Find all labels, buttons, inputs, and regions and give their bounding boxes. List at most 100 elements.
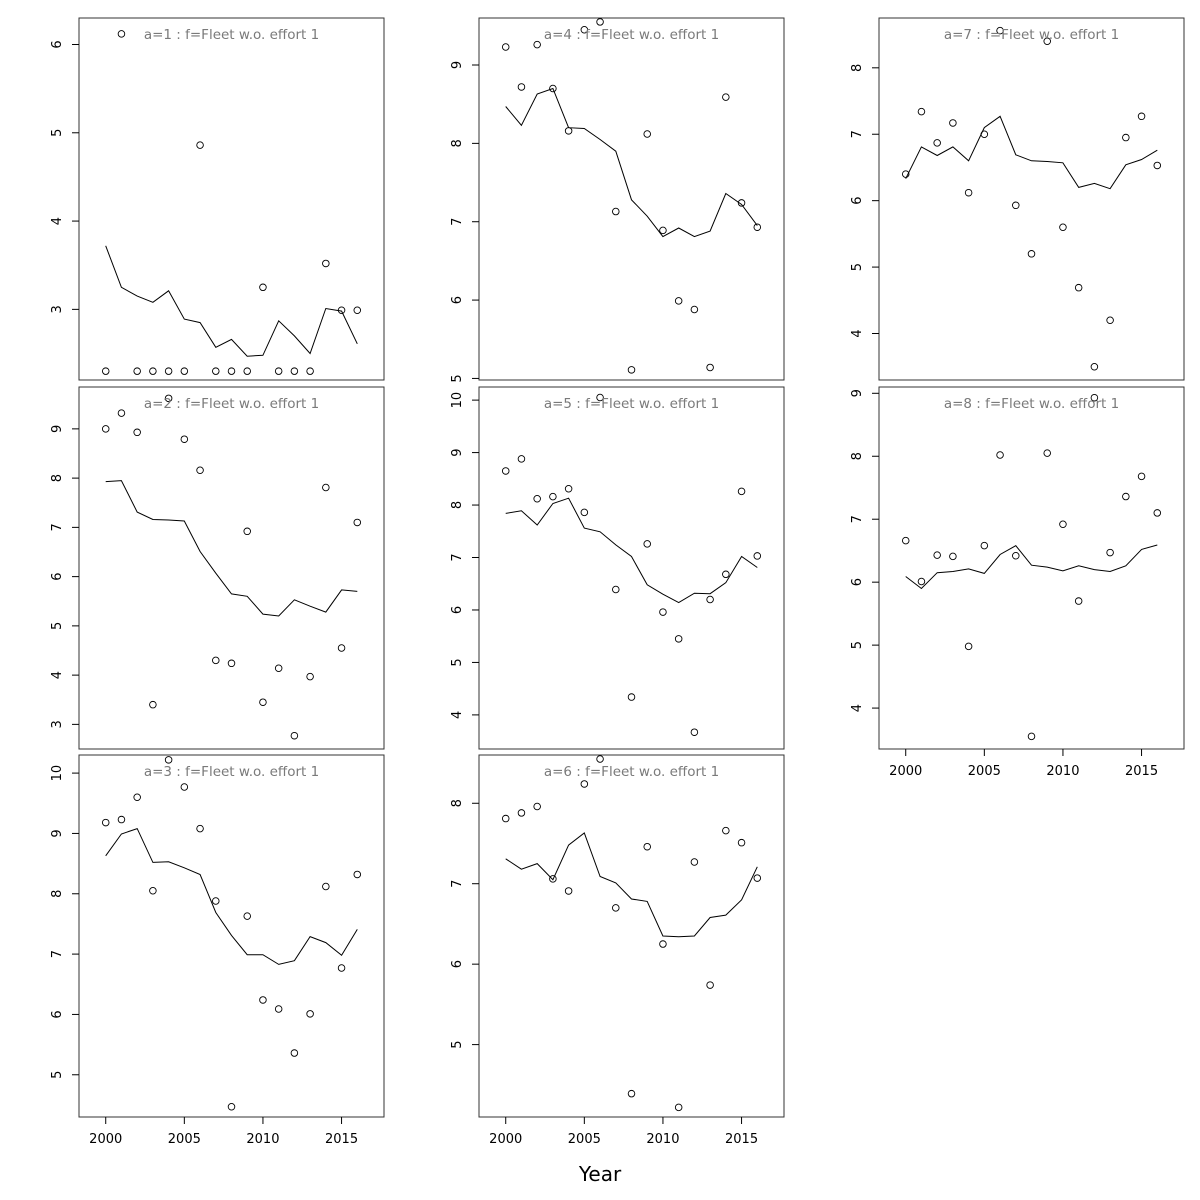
observation-point xyxy=(564,887,573,895)
observation-point xyxy=(353,306,362,314)
y-tick-label: 8 xyxy=(450,799,465,807)
plot-frame xyxy=(78,754,385,1118)
observation-point xyxy=(1153,161,1162,170)
y-tick-label: 9 xyxy=(450,61,465,69)
y-tick-label: 8 xyxy=(450,139,465,147)
observation-point xyxy=(674,297,683,305)
y-tick-label: 5 xyxy=(50,1071,65,1079)
observation-point xyxy=(933,139,941,147)
observation-point xyxy=(306,672,314,681)
observation-point xyxy=(949,552,957,561)
observation-point xyxy=(659,940,667,948)
observation-point xyxy=(133,428,141,437)
observation-point xyxy=(1090,393,1099,402)
panel-a8: 4 5 6 7 8 9 2000 2005 2010 2015 a=8 : f=Fleet w.o.… xyxy=(850,386,1185,779)
y-tick-label: 6 xyxy=(450,960,465,968)
observation-point xyxy=(596,18,604,26)
observation-point xyxy=(259,698,267,706)
x-axis-label: Year xyxy=(578,1162,622,1186)
y-tick-label: 7 xyxy=(50,950,65,958)
panel-title: a=5 : f=Fleet w.o. effort 1 xyxy=(544,396,719,412)
y-tick-label: 6 xyxy=(50,1010,65,1018)
y-tick-label: 8 xyxy=(850,64,865,72)
plot-frame xyxy=(78,17,385,381)
y-tick-label: 4 xyxy=(50,671,65,679)
observation-point xyxy=(517,809,526,817)
observation-point xyxy=(690,305,699,314)
panel-title: a=4 : f=Fleet w.o. effort 1 xyxy=(544,27,719,43)
plot-frame xyxy=(478,386,785,750)
observation-point xyxy=(580,26,589,34)
plot-frame xyxy=(478,17,785,381)
observation-point xyxy=(290,1049,299,1057)
observation-point xyxy=(627,693,636,701)
panel-title: a=1 : f=Fleet w.o. effort 1 xyxy=(144,27,319,43)
observation-point xyxy=(980,541,989,550)
panel-a1: 3 4 5 6 a=1 : f=Fleet w.o. effort 1 xyxy=(50,17,385,381)
observation-point xyxy=(564,127,573,135)
observation-point xyxy=(1106,548,1114,557)
y-tick-label: 6 xyxy=(450,606,465,614)
observation-point xyxy=(964,642,973,651)
observation-point xyxy=(290,731,299,740)
y-tick-label: 4 xyxy=(450,711,465,719)
y-tick-label: 7 xyxy=(450,553,465,561)
observation-point xyxy=(980,130,989,138)
y-tick-label: 5 xyxy=(850,263,865,271)
y-tick-label: 6 xyxy=(850,578,865,586)
observation-point xyxy=(501,43,510,51)
observation-point xyxy=(337,964,346,972)
panel-title: a=6 : f=Fleet w.o. effort 1 xyxy=(544,764,719,780)
observation-point xyxy=(1137,472,1146,481)
x-tick-label: 2015 xyxy=(325,1132,358,1147)
observation-point xyxy=(212,897,220,905)
fitted-line xyxy=(105,480,358,617)
observation-point xyxy=(259,996,267,1004)
observation-point xyxy=(1106,316,1114,324)
observation-point xyxy=(627,1089,636,1098)
y-tick-label: 8 xyxy=(450,501,465,509)
observation-point xyxy=(643,540,651,548)
observation-point xyxy=(164,756,173,764)
observation-point xyxy=(501,467,510,475)
observation-point xyxy=(1043,449,1051,457)
x-tick-label: 2015 xyxy=(1125,764,1158,779)
observation-point xyxy=(322,882,330,891)
observation-point xyxy=(901,170,910,178)
observation-point xyxy=(549,492,557,501)
observation-point xyxy=(1122,133,1130,142)
observation-point xyxy=(243,527,251,536)
y-tick-label: 5 xyxy=(50,129,65,137)
observation-point xyxy=(243,912,251,920)
observation-point xyxy=(149,887,157,895)
observation-point xyxy=(517,455,526,463)
observation-point xyxy=(1153,509,1162,517)
observation-point xyxy=(753,223,762,231)
x-tick-label: 2005 xyxy=(568,1132,601,1147)
observation-point xyxy=(549,84,557,93)
y-tick-label: 6 xyxy=(450,296,465,304)
observation-point xyxy=(1074,283,1083,292)
observation-point xyxy=(164,394,173,403)
y-tick-label: 9 xyxy=(450,448,465,456)
observation-point xyxy=(643,842,651,851)
observation-point xyxy=(917,577,926,586)
observation-point xyxy=(227,659,236,668)
observation-point xyxy=(659,608,667,616)
observation-point xyxy=(212,656,220,665)
y-tick-label: 6 xyxy=(50,572,65,580)
observation-point xyxy=(1074,597,1083,605)
observation-point xyxy=(1027,250,1036,258)
y-tick-label: 6 xyxy=(850,197,865,205)
x-tick-label: 2005 xyxy=(968,764,1001,779)
observation-point xyxy=(722,93,730,101)
observation-point xyxy=(133,367,141,375)
plot-frame xyxy=(878,386,1185,750)
observation-point xyxy=(533,802,541,811)
observation-point xyxy=(996,451,1004,459)
observation-point xyxy=(149,367,157,375)
observation-point xyxy=(627,366,636,374)
observation-point xyxy=(337,644,346,652)
panel-title: a=3 : f=Fleet w.o. effort 1 xyxy=(144,764,319,780)
observation-point xyxy=(322,483,330,492)
